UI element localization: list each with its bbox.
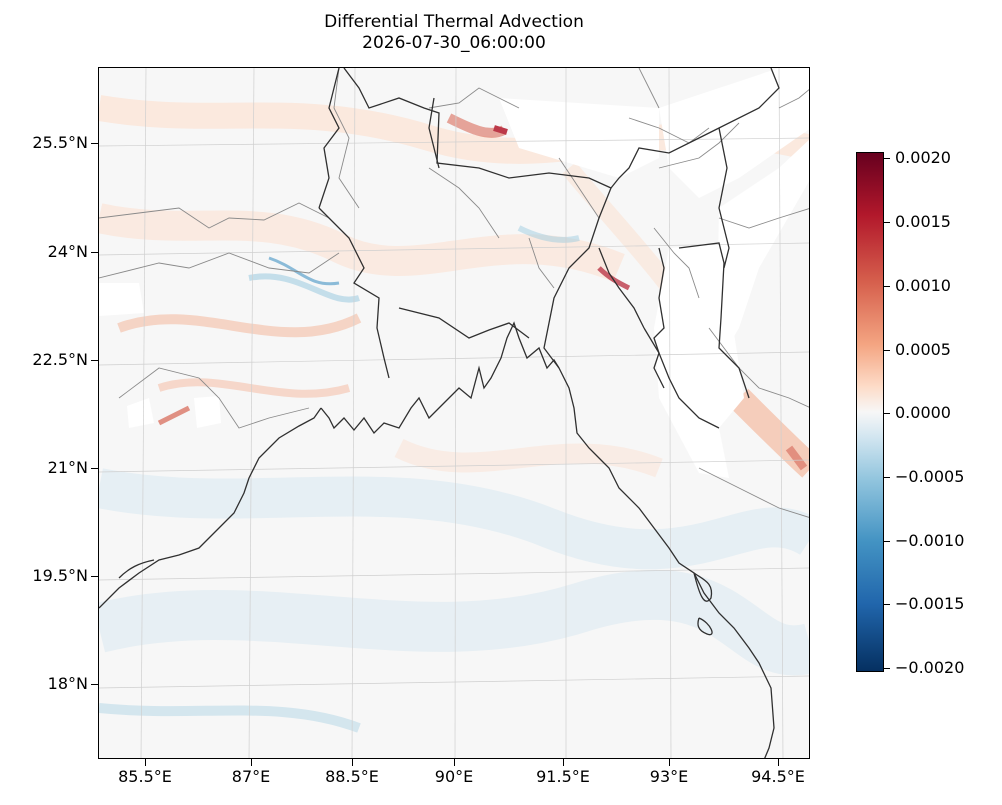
x-tick-label: 94.5°E bbox=[751, 767, 805, 786]
y-tick-label: 21°N bbox=[47, 458, 88, 477]
colorbar-tick bbox=[884, 286, 890, 288]
colorbar-tick bbox=[884, 350, 890, 352]
y-tick-mark bbox=[91, 252, 98, 254]
colorbar-tick bbox=[884, 668, 890, 670]
colorbar-tick bbox=[884, 158, 890, 160]
country-borders bbox=[318, 68, 780, 429]
y-tick-mark bbox=[91, 468, 98, 470]
x-tick-mark bbox=[352, 759, 354, 766]
x-tick-label: 93°E bbox=[649, 767, 689, 786]
colorbar bbox=[856, 152, 884, 672]
colorbar-tick bbox=[884, 477, 890, 479]
state-borders bbox=[99, 68, 809, 518]
colorbar-tick-label: 0.0020 bbox=[895, 148, 951, 167]
colorbar-tick-label: 0.0015 bbox=[895, 212, 951, 231]
x-tick-mark bbox=[778, 759, 780, 766]
y-tick-mark bbox=[91, 143, 98, 145]
y-tick-mark bbox=[91, 684, 98, 686]
colorbar-tick bbox=[884, 604, 890, 606]
x-tick-mark bbox=[563, 759, 565, 766]
colorbar-tick-label: 0.0000 bbox=[895, 403, 951, 422]
map-title: Differential Thermal Advection 2026-07-3… bbox=[98, 12, 810, 54]
map-panel bbox=[98, 67, 810, 759]
x-tick-mark bbox=[669, 759, 671, 766]
x-tick-label: 87°E bbox=[231, 767, 271, 786]
x-tick-label: 91.5°E bbox=[536, 767, 590, 786]
map-canvas bbox=[99, 68, 809, 758]
colorbar-tick-label: −0.0020 bbox=[895, 658, 965, 677]
advection-field bbox=[99, 95, 809, 733]
gridlines bbox=[99, 68, 809, 758]
y-tick-label: 18°N bbox=[47, 674, 88, 693]
x-tick-mark bbox=[251, 759, 253, 766]
x-tick-label: 88.5°E bbox=[325, 767, 379, 786]
colorbar-tick-label: 0.0005 bbox=[895, 340, 951, 359]
y-tick-label: 22.5°N bbox=[32, 350, 88, 369]
x-tick-label: 85.5°E bbox=[118, 767, 172, 786]
missing-data-areas bbox=[99, 68, 809, 478]
coastline bbox=[99, 321, 775, 758]
y-tick-mark bbox=[91, 360, 98, 362]
x-tick-label: 90°E bbox=[434, 767, 474, 786]
colorbar-tick-label: −0.0010 bbox=[895, 531, 965, 550]
colorbar-tick-label: −0.0015 bbox=[895, 594, 965, 613]
colorbar-tick-label: −0.0005 bbox=[895, 467, 965, 486]
x-tick-mark bbox=[454, 759, 456, 766]
colorbar-tick bbox=[884, 222, 890, 224]
colorbar-tick-label: 0.0010 bbox=[895, 276, 951, 295]
title-line-2: 2026-07-30_06:00:00 bbox=[362, 33, 546, 53]
colorbar-tick bbox=[884, 413, 890, 415]
y-tick-mark bbox=[91, 576, 98, 578]
y-tick-label: 25.5°N bbox=[32, 133, 88, 152]
y-tick-label: 19.5°N bbox=[32, 566, 88, 585]
y-tick-label: 24°N bbox=[47, 242, 88, 261]
colorbar-tick bbox=[884, 541, 890, 543]
title-line-1: Differential Thermal Advection bbox=[324, 12, 584, 32]
x-tick-mark bbox=[145, 759, 147, 766]
